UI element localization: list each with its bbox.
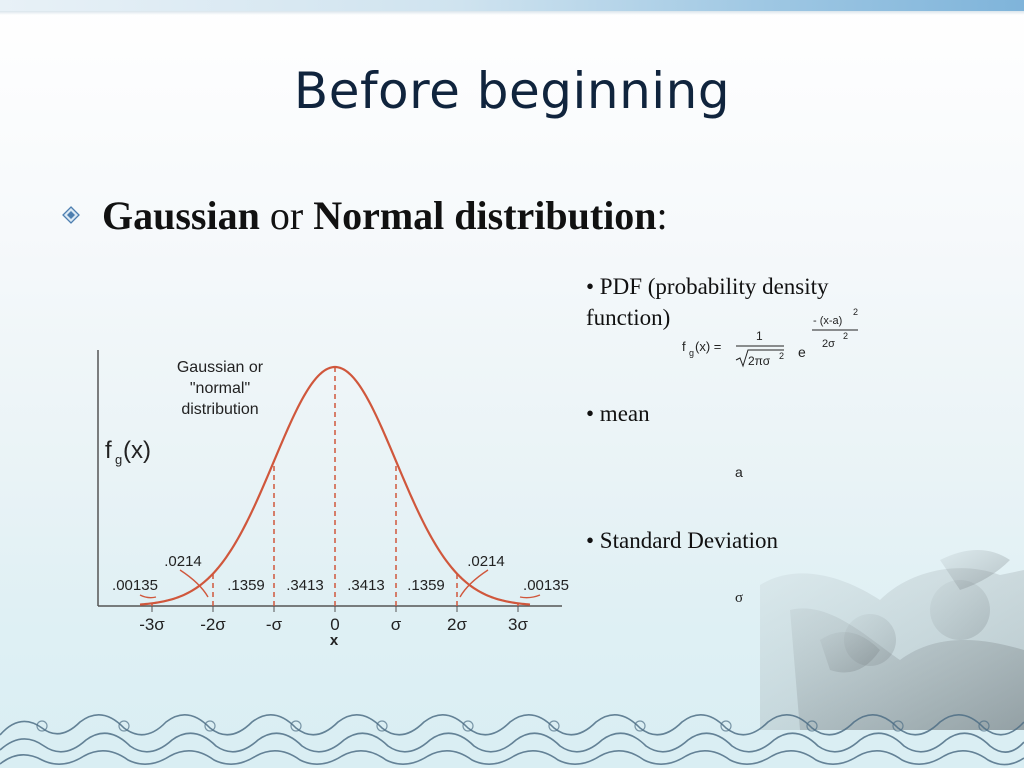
sqrt-icon <box>735 349 784 368</box>
formula-base: e <box>798 344 806 360</box>
heading-or: or <box>259 192 314 238</box>
tick-label-0: -3σ <box>139 615 165 634</box>
pdf-label: • PDF (probability density function) <box>586 271 829 333</box>
formula-denominator-power: 2 <box>779 351 784 361</box>
formula-lhs-sub: g <box>689 348 694 358</box>
callout-arrow-left-tail <box>179 569 209 598</box>
gaussian-diagram: Gaussian or "normal" distribution f g (x… <box>97 350 569 649</box>
heading-bullet: Gaussian or Normal distribution: <box>62 190 668 240</box>
callout-arrow-right-tail <box>459 569 489 598</box>
outer-label-right: .00135 <box>523 577 569 594</box>
wave-curls <box>36 720 990 732</box>
tick-label-3: 0 <box>330 615 339 634</box>
tick-label-5: 2σ <box>447 615 467 634</box>
pdf-formula: f g (x) = 1 2πσ 2 e - (x-a) 2 2σ 2 <box>682 307 858 368</box>
tail-label-right: .0214 <box>467 553 505 570</box>
region-label-minus1-0: .3413 <box>286 577 324 594</box>
formula-numerator: 1 <box>756 329 763 343</box>
outer-label-left: .00135 <box>112 577 158 594</box>
sigma-symbol: σ <box>735 590 744 606</box>
caption-line-2: "normal" <box>190 380 250 397</box>
pdf-label-line2: function) <box>586 305 671 330</box>
top-accent-bar <box>0 0 1024 11</box>
region-label-0-1: .3413 <box>347 577 385 594</box>
formula-exp-denominator-power: 2 <box>843 331 848 341</box>
x-axis-label: x <box>330 632 339 649</box>
dragon-image <box>760 550 1024 730</box>
tick-label-1: -2σ <box>200 615 226 634</box>
mean-symbol: a <box>735 464 743 480</box>
tick-label-4: σ <box>391 615 402 634</box>
standard-deviation-label: • Standard Deviation <box>586 528 779 553</box>
y-axis-label: f <box>105 437 112 464</box>
callout-arrow-right-outer <box>519 594 541 599</box>
region-label-1-2: .1359 <box>407 577 445 594</box>
heading-normal-distribution: Normal distribution <box>313 192 657 238</box>
slide-title: Before beginning <box>293 62 731 120</box>
heading-gaussian: Gaussian <box>102 192 260 238</box>
formula-exp-numerator: - (x-a) <box>813 315 842 327</box>
bell-curve <box>139 365 531 606</box>
formula-lhs: f <box>682 339 686 354</box>
formula-exp-denominator: 2σ <box>822 338 835 350</box>
tick-label-2: -σ <box>266 615 283 634</box>
pdf-label-line1: • PDF (probability density <box>586 274 829 299</box>
heading-colon: : <box>656 192 668 238</box>
formula-exp-numerator-power: 2 <box>853 307 858 317</box>
wave-border <box>0 714 1024 766</box>
diamond-bullet-icon <box>62 206 80 224</box>
callout-arrow-left-outer <box>139 594 157 599</box>
tick-label-6: 3σ <box>508 615 528 634</box>
y-axis-label-sub: g <box>115 452 122 467</box>
caption-line-3: distribution <box>181 401 258 418</box>
formula-lhs-arg: (x) = <box>695 339 721 354</box>
top-accent-shadow <box>0 11 1024 15</box>
mean-label: • mean <box>586 401 650 426</box>
caption-line-1: Gaussian or <box>177 359 264 376</box>
y-axis-label-arg: (x) <box>123 437 151 464</box>
heading-text: Gaussian or Normal distribution: <box>102 192 668 239</box>
formula-denominator: 2πσ <box>748 354 771 368</box>
region-label-minus2-minus1: .1359 <box>227 577 265 594</box>
tail-label-left: .0214 <box>164 553 202 570</box>
